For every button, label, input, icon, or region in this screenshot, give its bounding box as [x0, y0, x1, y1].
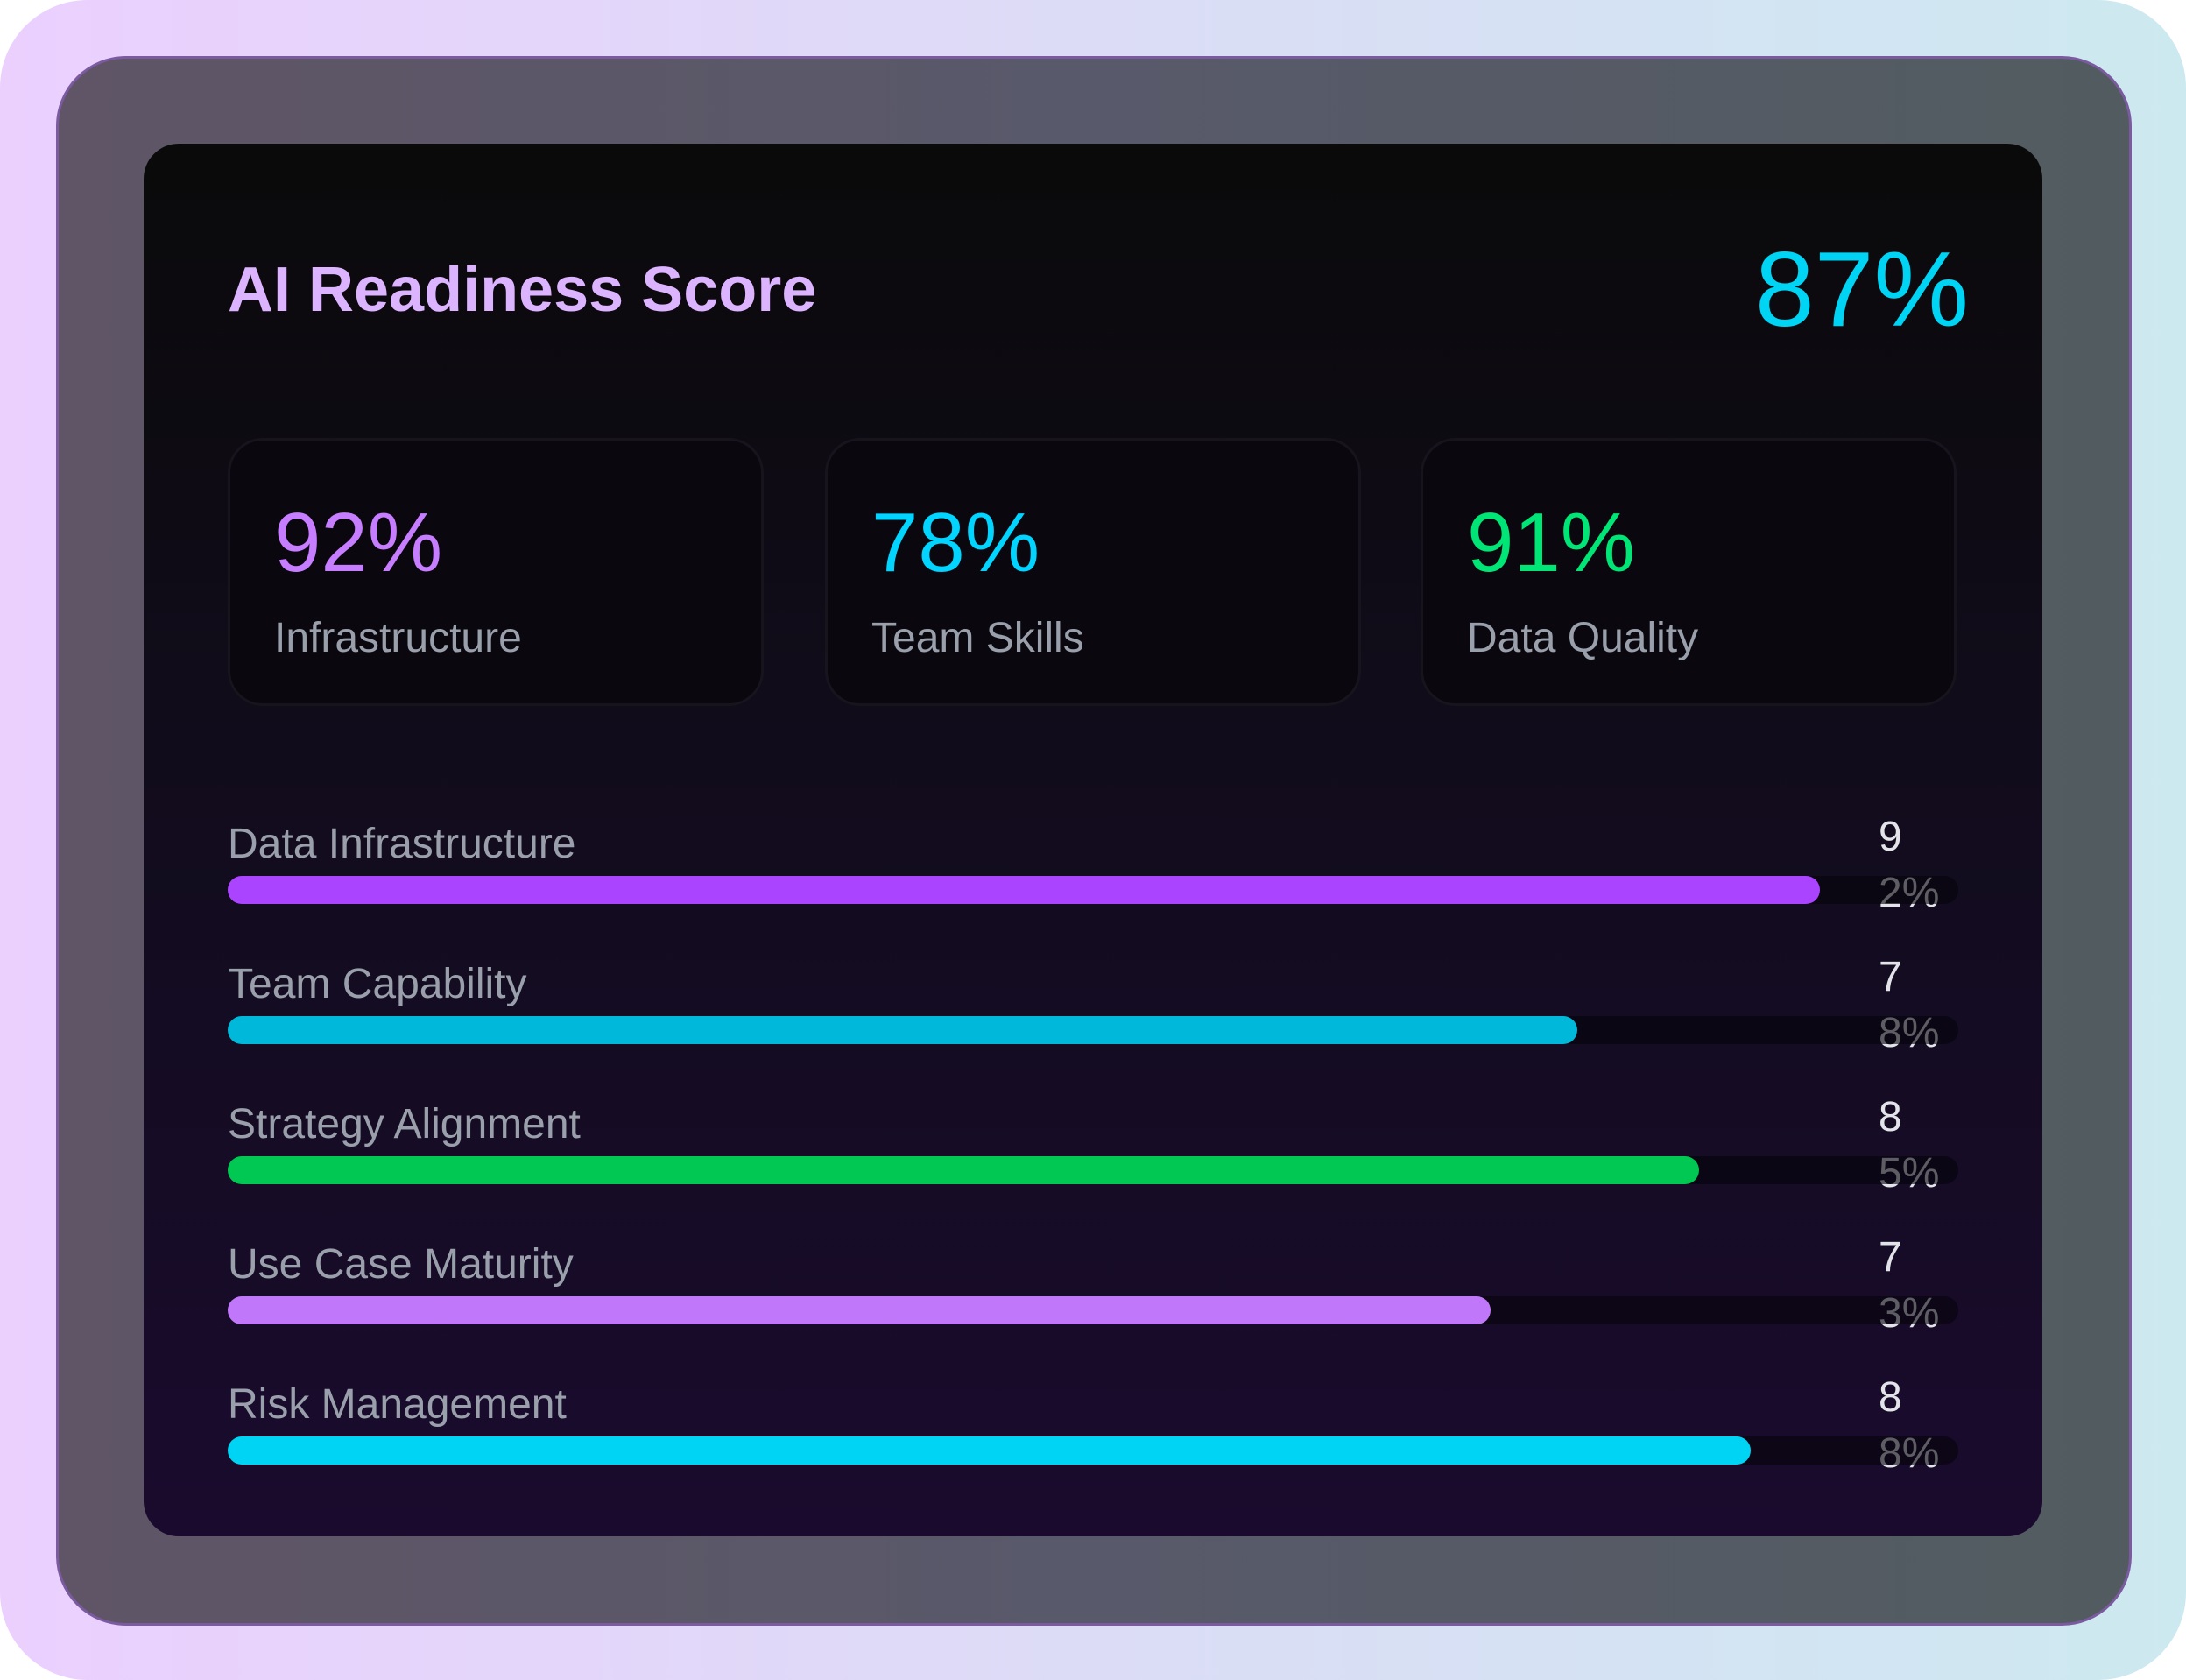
- metric-label: Team Capability: [228, 961, 527, 1007]
- readiness-card: AI Readiness Score 87% 92% Infrastructur…: [144, 144, 2042, 1536]
- tile-label: Team Skills: [871, 615, 1084, 661]
- progress-track: [228, 1436, 1958, 1465]
- progress-track: [228, 1156, 1958, 1184]
- metric-row: Use Case Maturity 73%: [228, 1230, 1958, 1352]
- progress-track: [228, 1296, 1958, 1324]
- tile-infrastructure: 92% Infrastructure: [228, 438, 764, 706]
- progress-fill: [228, 876, 1820, 904]
- progress-fill: [228, 1436, 1751, 1465]
- metric-value: 73%: [1879, 1234, 1939, 1337]
- tile-data-quality: 91% Data Quality: [1421, 438, 1957, 706]
- progress-track: [228, 1016, 1958, 1044]
- progress-track: [228, 876, 1958, 904]
- metric-label: Risk Management: [228, 1381, 567, 1428]
- card-title: AI Readiness Score: [228, 255, 817, 325]
- tile-label: Infrastructure: [274, 615, 522, 661]
- metric-value: 88%: [1879, 1374, 1939, 1477]
- progress-fill: [228, 1296, 1491, 1324]
- metric-row: Risk Management 88%: [228, 1370, 1958, 1493]
- metric-label: Strategy Alignment: [228, 1101, 581, 1147]
- metric-row: Data Infrastructure 92%: [228, 809, 1958, 932]
- metric-label: Use Case Maturity: [228, 1241, 574, 1288]
- tile-value: 78%: [871, 496, 1040, 589]
- metric-row: Strategy Alignment 85%: [228, 1090, 1958, 1212]
- progress-fill: [228, 1156, 1699, 1184]
- tile-team-skills: 78% Team Skills: [825, 438, 1361, 706]
- tile-label: Data Quality: [1467, 615, 1699, 661]
- overall-score: 87%: [1754, 229, 1969, 349]
- tile-value: 92%: [274, 496, 443, 589]
- metric-value: 85%: [1879, 1094, 1939, 1196]
- metric-value: 92%: [1879, 814, 1939, 916]
- progress-fill: [228, 1016, 1578, 1044]
- metric-label: Data Infrastructure: [228, 821, 576, 867]
- tile-value: 91%: [1467, 496, 1636, 589]
- metric-row: Team Capability 78%: [228, 949, 1958, 1072]
- metric-value: 78%: [1879, 954, 1939, 1056]
